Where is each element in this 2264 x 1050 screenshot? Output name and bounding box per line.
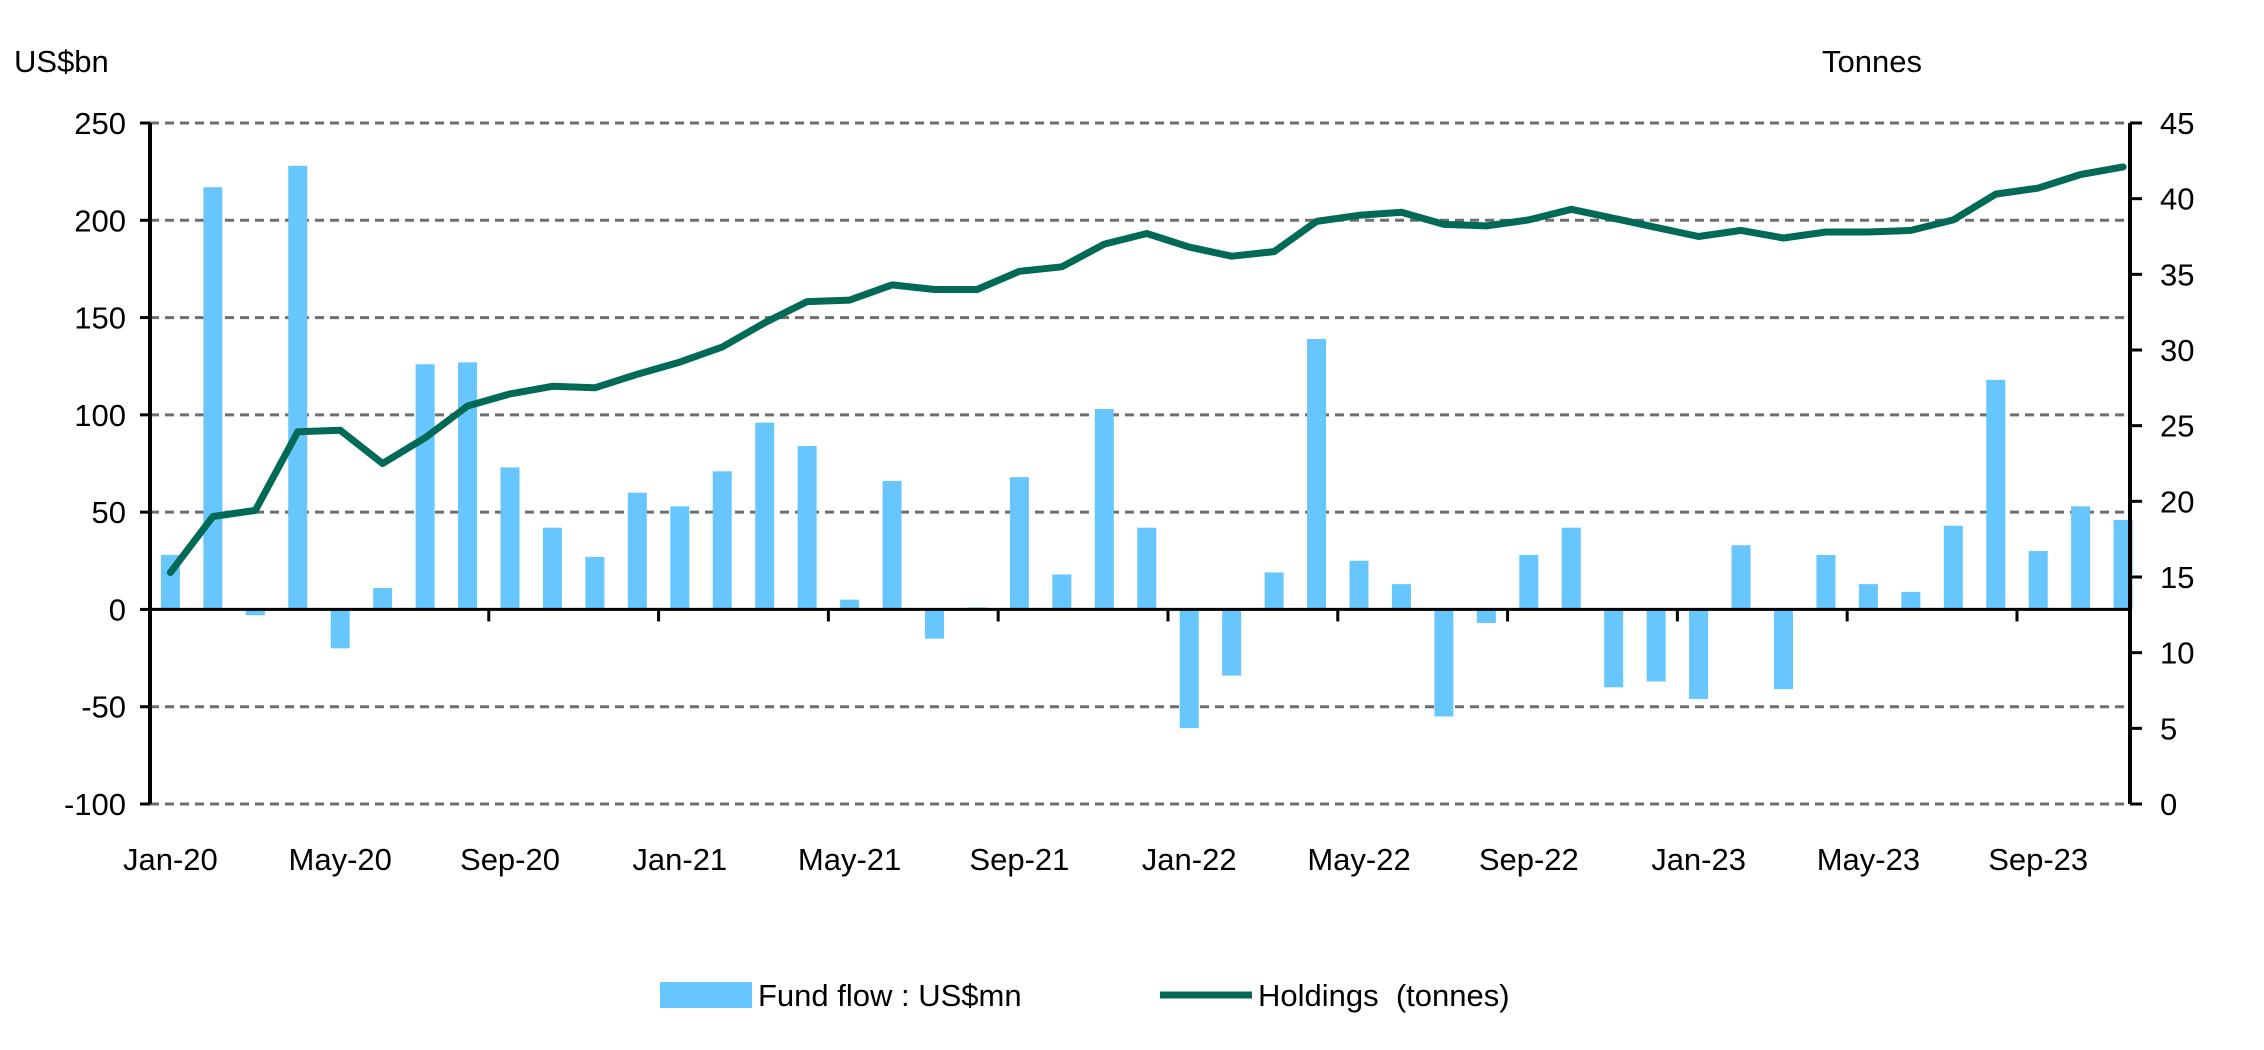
x-axis-tick-label: Jan-21	[632, 842, 727, 877]
bar-fund-flow	[1732, 545, 1751, 609]
right-axis-tick-label: 5	[2160, 711, 2177, 746]
left-axis-tick-label: 150	[74, 301, 126, 336]
bar-fund-flow	[585, 557, 604, 610]
bar-fund-flow	[1689, 609, 1708, 699]
bar-fund-flow	[1265, 572, 1284, 609]
bar-fund-flow	[1774, 609, 1793, 689]
bar-fund-flow	[373, 588, 392, 609]
right-axis-tick-label: 20	[2160, 484, 2194, 519]
bar-fund-flow	[1350, 561, 1369, 610]
right-axis-tick-label: 25	[2160, 409, 2194, 444]
x-axis-tick-label: Jan-22	[1142, 842, 1237, 877]
bar-fund-flow	[1859, 584, 1878, 609]
left-axis-tick-label: -100	[64, 787, 126, 822]
bar-fund-flow	[1010, 477, 1029, 609]
x-axis-tick-label: May-20	[289, 842, 392, 877]
x-axis-tick-label: Jan-20	[123, 842, 218, 877]
bar-fund-flow	[1647, 609, 1666, 681]
bar-fund-flow	[925, 609, 944, 638]
bar-fund-flow	[1392, 584, 1411, 609]
right-axis-tick-label: 0	[2160, 787, 2177, 822]
bar-fund-flow	[628, 493, 647, 610]
legend-swatch-fund-flow	[660, 982, 752, 1008]
right-axis-tick-label: 45	[2160, 106, 2194, 141]
left-axis-tick-label: 0	[109, 592, 126, 627]
right-axis-tick-label: 40	[2160, 182, 2194, 217]
x-axis-tick-label: May-22	[1307, 842, 1410, 877]
left-axis-tick-label: -50	[81, 690, 126, 725]
bar-fund-flow	[1604, 609, 1623, 687]
bar-fund-flow	[1519, 555, 1538, 609]
bar-fund-flow	[1816, 555, 1835, 609]
x-axis-tick-label: Jan-23	[1651, 842, 1746, 877]
bar-fund-flow	[288, 166, 307, 610]
bar-fund-flow	[1944, 526, 1963, 610]
bar-fund-flow	[458, 362, 477, 609]
right-axis-title: Tonnes	[1822, 44, 1922, 79]
right-axis-tick-label: 35	[2160, 257, 2194, 292]
bar-fund-flow	[1477, 609, 1496, 623]
left-axis-tick-label: 100	[74, 398, 126, 433]
bar-fund-flow	[1986, 380, 2005, 610]
bar-fund-flow	[1180, 609, 1199, 728]
x-axis-tick-label: May-23	[1817, 842, 1920, 877]
bar-fund-flow	[1562, 528, 1581, 610]
bar-fund-flow	[1137, 528, 1156, 610]
bar-fund-flow	[1307, 339, 1326, 609]
right-axis-tick-label: 30	[2160, 333, 2194, 368]
bar-fund-flow	[1901, 592, 1920, 610]
bar-fund-flow	[1434, 609, 1453, 716]
bar-fund-flow	[1222, 609, 1241, 675]
bar-fund-flow	[1052, 574, 1071, 609]
bar-fund-flow	[2071, 506, 2090, 609]
bar-fund-flow	[883, 481, 902, 609]
x-axis-tick-label: Sep-22	[1479, 842, 1579, 877]
left-axis-tick-label: 50	[92, 495, 126, 530]
left-axis-tick-label: 250	[74, 106, 126, 141]
bar-fund-flow	[755, 423, 774, 610]
bar-fund-flow	[798, 446, 817, 609]
bar-fund-flow	[543, 528, 562, 610]
bar-fund-flow	[416, 364, 435, 609]
bar-fund-flow	[203, 187, 222, 609]
left-axis-title: US$bn	[14, 44, 109, 79]
legend-label-holdings: Holdings (tonnes)	[1258, 978, 1510, 1013]
bar-fund-flow	[501, 467, 520, 609]
bar-fund-flow	[670, 506, 689, 609]
legend-label-fund-flow: Fund flow : US$mn	[758, 978, 1022, 1013]
bar-fund-flow	[1095, 409, 1114, 609]
left-axis-tick-label: 200	[74, 203, 126, 238]
right-axis-tick-label: 15	[2160, 560, 2194, 595]
right-axis-tick-label: 10	[2160, 636, 2194, 671]
bar-fund-flow	[331, 609, 350, 648]
bar-fund-flow	[713, 471, 732, 609]
bar-fund-flow	[2029, 551, 2048, 609]
x-axis-tick-label: May-21	[798, 842, 901, 877]
x-axis-tick-label: Sep-23	[1988, 842, 2088, 877]
x-axis-tick-label: Sep-21	[969, 842, 1069, 877]
legend: Fund flow : US$mn Holdings (tonnes)	[660, 978, 1510, 1013]
x-axis-tick-label: Sep-20	[460, 842, 560, 877]
